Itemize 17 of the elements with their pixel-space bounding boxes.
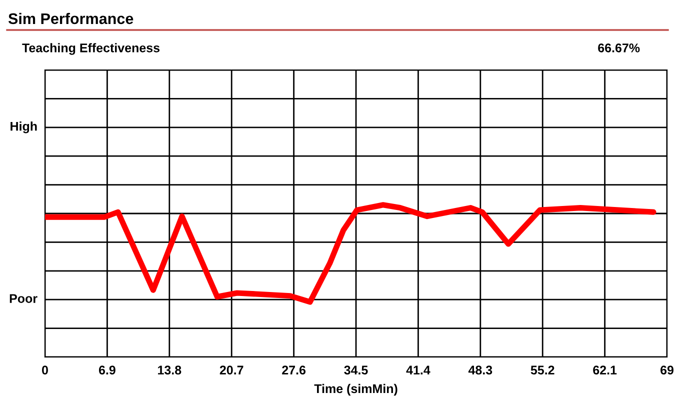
x-tick-label: 0	[42, 366, 48, 375]
x-tick-label: 27.6	[282, 366, 306, 375]
x-tick-label: 20.7	[220, 366, 244, 375]
text: 66.67%	[598, 44, 640, 52]
x-tick-label: 48.3	[468, 366, 492, 375]
text: Poor	[10, 294, 38, 303]
x-tick-label: 13.8	[158, 366, 182, 375]
text: High	[10, 122, 37, 134]
x-tick-label: 55.2	[530, 366, 554, 375]
chart-subtitle: Teaching Effectiveness	[22, 43, 160, 55]
x-tick-label: 62.1	[593, 366, 617, 375]
x-tick-label: 6.9	[98, 366, 116, 375]
x-axis-title: Time (simMin)	[314, 384, 398, 396]
chart-title: Sim Performance	[8, 12, 134, 24]
x-tick-label: 41.4	[406, 366, 430, 374]
x-tick-label: 34.5	[344, 366, 368, 375]
x-tick-label: 69	[660, 366, 674, 375]
